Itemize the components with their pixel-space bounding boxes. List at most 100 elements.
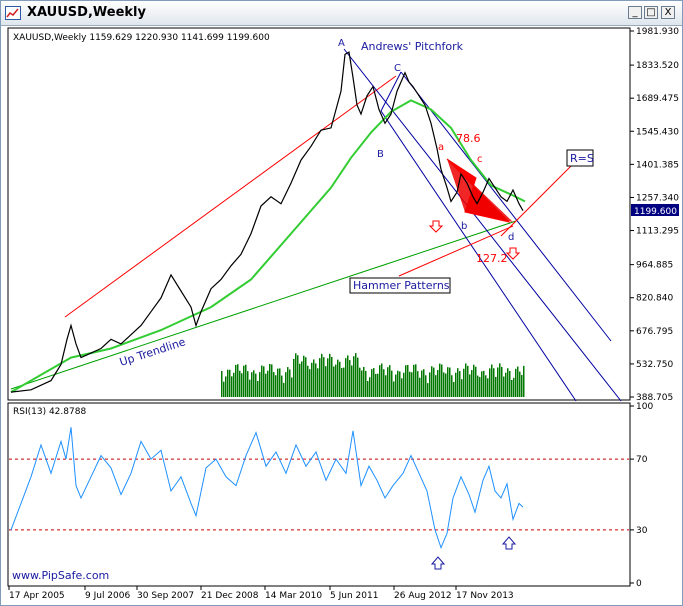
time-axis: 17 Apr 2005 9 Jul 2006 30 Sep 2007 21 Dec 2…	[8, 586, 514, 601]
volume-bar	[337, 359, 339, 397]
rsi-label: RSI(13) 42.8788	[13, 407, 86, 417]
volume-bar	[493, 368, 495, 397]
volume-bar	[297, 355, 299, 397]
pitchfork-label: Andrews' Pitchfork	[361, 40, 464, 53]
volume-bar	[267, 370, 269, 397]
volume-bar	[339, 361, 341, 397]
rsi-tick-label: 70	[636, 455, 648, 465]
price-tick-label: 388.705	[636, 393, 673, 403]
time-tick-label: 9 Jul 2006	[85, 591, 130, 601]
volume-bar	[413, 364, 415, 397]
volume-bar	[373, 368, 375, 397]
volume-bar	[467, 365, 469, 397]
volume-bar	[311, 362, 313, 397]
volume-bar	[471, 370, 473, 397]
window-title: XAUUSD,Weekly	[27, 5, 146, 20]
volume-bar	[473, 364, 475, 397]
volume-bar	[439, 363, 441, 397]
volume-bar	[241, 373, 243, 397]
chart-canvas[interactable]: 1981.930 1833.520 1689.475 1545.430 1401.385…	[1, 26, 682, 604]
hammer-box	[349, 277, 451, 294]
volume-bar	[381, 363, 383, 397]
volume-bar	[457, 368, 459, 397]
volume-bar	[427, 383, 429, 397]
volume-bar	[293, 358, 295, 397]
volume-bar	[225, 376, 227, 397]
volume-bar	[307, 365, 309, 397]
volume-bar	[487, 378, 489, 397]
volume-bar	[289, 369, 291, 397]
volume-bar	[331, 356, 333, 397]
volume-bar	[309, 369, 311, 397]
volume-bar	[245, 364, 247, 397]
volume-bar	[257, 381, 259, 397]
volume-bar	[499, 363, 501, 397]
volume-bar	[477, 375, 479, 397]
volume-bar	[371, 369, 373, 397]
volume-bar	[389, 365, 391, 397]
close-button[interactable]: X	[661, 6, 675, 19]
volume-bar	[253, 370, 255, 397]
up-trendline	[10, 220, 517, 390]
volume-bar	[423, 369, 425, 397]
rs-label: R=S	[570, 152, 594, 165]
volume-bar	[363, 366, 365, 397]
volume-bar	[455, 372, 457, 397]
chart-app-icon	[5, 6, 21, 20]
rsi-tick-label: 0	[636, 579, 642, 589]
volume-bar	[361, 370, 363, 397]
price-tick-label: 676.795	[636, 327, 673, 337]
volume-bar	[319, 358, 321, 397]
price-tick-label: 1833.520	[636, 61, 679, 71]
volume-bar	[247, 371, 249, 397]
volume-bar	[497, 367, 499, 397]
time-tick-label: 21 Dec 2008	[201, 591, 259, 601]
rsi-panel	[7, 402, 631, 587]
volume-bar	[303, 355, 305, 397]
minimize-button[interactable]: _	[628, 6, 642, 19]
volume-bar	[269, 363, 271, 397]
volume-bar	[281, 375, 283, 397]
rsi-tick-label: 100	[636, 402, 653, 412]
price-line	[10, 51, 524, 393]
volume-bar	[437, 370, 439, 397]
volume-bar	[435, 375, 437, 397]
volume-bar	[415, 364, 417, 397]
volume-bar	[515, 368, 517, 397]
volume-bar	[483, 370, 485, 397]
volume-bar	[485, 375, 487, 397]
price-panel	[7, 27, 631, 401]
volume-bar	[407, 365, 409, 397]
volume-bar	[359, 367, 361, 397]
volume-bar	[283, 382, 285, 397]
volume-bar	[345, 358, 347, 397]
volume-bar	[329, 353, 331, 397]
maximize-button[interactable]: □	[644, 6, 658, 19]
point-c-label: C	[394, 63, 401, 74]
volume-bar	[315, 363, 317, 397]
volume-bar	[347, 355, 349, 397]
volume-bar	[523, 365, 525, 397]
volume-bar	[405, 365, 407, 397]
title-bar[interactable]: XAUUSD,Weekly _ □ X	[1, 1, 682, 26]
volume-bar	[231, 376, 233, 397]
price-tag-value: 1199.600	[634, 207, 677, 217]
volume-bar	[425, 375, 427, 397]
volume-bar	[349, 360, 351, 397]
volume-bar	[327, 358, 329, 397]
rsi-line	[10, 427, 524, 550]
point-a-label: A	[338, 38, 345, 49]
pitchfork-base	[380, 71, 402, 112]
pattern-c-label: c	[477, 154, 483, 165]
volume-bar	[519, 371, 521, 397]
volume-bar	[465, 363, 467, 397]
volume-bar	[517, 366, 519, 397]
volume-bar	[295, 353, 297, 397]
time-tick-label: 14 Mar 2010	[265, 591, 322, 601]
point-b-label: B	[377, 149, 384, 160]
time-tick-label: 17 Apr 2005	[9, 591, 65, 601]
price-axis: 1981.930 1833.520 1689.475 1545.430 1401.385…	[630, 27, 679, 403]
hammer-arrow-2	[505, 247, 521, 260]
volume-bar	[503, 376, 505, 397]
